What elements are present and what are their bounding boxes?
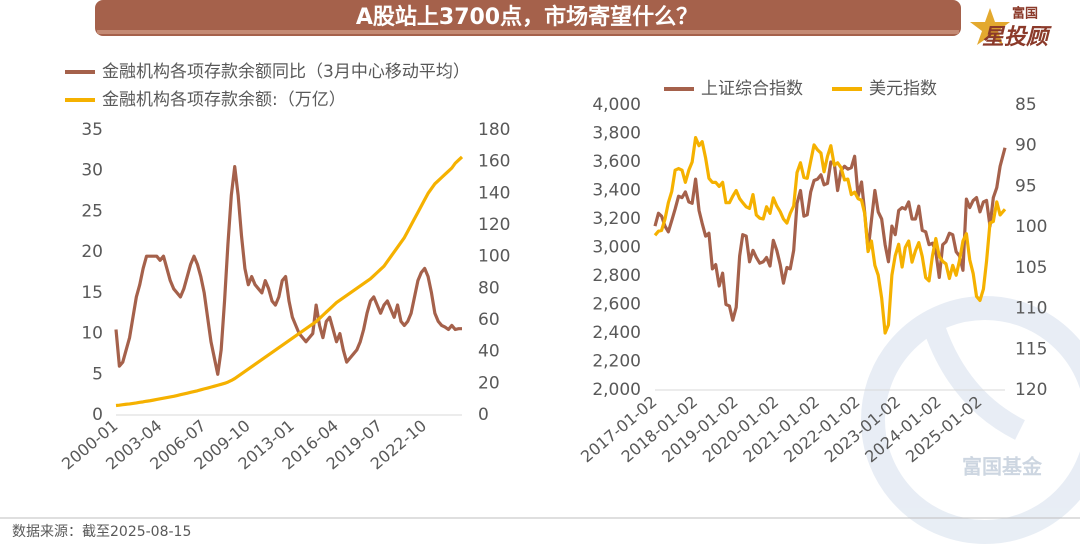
y-tick-label: 10 bbox=[81, 324, 103, 344]
brand-small: 富国 bbox=[1012, 6, 1038, 22]
y-tick-label: 20 bbox=[81, 242, 103, 262]
watermark-text: 富国基金 bbox=[962, 455, 1043, 479]
y-tick-label: 4,000 bbox=[592, 95, 641, 115]
y2-tick-label: 40 bbox=[478, 342, 500, 362]
series-line bbox=[653, 147, 1007, 322]
y-tick-label: 3,000 bbox=[592, 238, 641, 258]
page-title: A股站上3700点，市场寄望什么？ bbox=[356, 4, 698, 30]
y-tick-label: 2,400 bbox=[592, 323, 641, 343]
y-tick-label: 30 bbox=[81, 161, 103, 181]
legend-label: 金融机构各项存款余额:（万亿） bbox=[102, 90, 346, 110]
series-line bbox=[114, 165, 462, 376]
y-tick-label: 15 bbox=[81, 283, 103, 303]
y2-tick-label: 85 bbox=[1015, 95, 1037, 115]
series-line bbox=[653, 135, 1007, 335]
y2-tick-label: 80 bbox=[478, 278, 500, 298]
y-tick-label: 35 bbox=[81, 120, 103, 140]
series-line bbox=[115, 155, 464, 408]
title-banner-edge bbox=[97, 30, 959, 34]
y-tick-label: 5 bbox=[92, 364, 103, 384]
source-note: 数据来源：截至2025-08-15 bbox=[12, 524, 191, 540]
y2-tick-label: 100 bbox=[478, 247, 510, 267]
y-tick-label: 2,200 bbox=[592, 352, 641, 372]
y2-tick-label: 160 bbox=[478, 152, 510, 172]
y2-tick-label: 105 bbox=[1015, 258, 1047, 278]
y2-tick-label: 100 bbox=[1015, 217, 1047, 237]
legend-label: 金融机构各项存款余额同比（3月中心移动平均） bbox=[102, 62, 470, 82]
y2-tick-label: 90 bbox=[1015, 136, 1037, 156]
y2-tick-label: 60 bbox=[478, 310, 500, 330]
y-tick-label: 2,800 bbox=[592, 266, 641, 286]
legend-label: 上证综合指数 bbox=[701, 79, 803, 99]
legend-label: 美元指数 bbox=[869, 79, 937, 99]
y-tick-label: 25 bbox=[81, 201, 103, 221]
y2-tick-label: 115 bbox=[1015, 339, 1047, 359]
y2-tick-label: 120 bbox=[1015, 380, 1047, 400]
y2-tick-label: 95 bbox=[1015, 176, 1037, 196]
y-tick-label: 3,600 bbox=[592, 152, 641, 172]
y-tick-label: 0 bbox=[92, 405, 103, 425]
y2-tick-label: 180 bbox=[478, 120, 510, 140]
y-tick-label: 3,200 bbox=[592, 209, 641, 229]
y2-tick-label: 140 bbox=[478, 183, 510, 203]
y2-tick-label: 120 bbox=[478, 215, 510, 235]
y-tick-label: 2,600 bbox=[592, 295, 641, 315]
brand-large: 星投顾 bbox=[982, 25, 1052, 50]
y-tick-label: 3,400 bbox=[592, 181, 641, 201]
y2-tick-label: 0 bbox=[478, 405, 489, 425]
title-banner bbox=[95, 0, 961, 36]
y2-tick-label: 110 bbox=[1015, 299, 1047, 319]
watermark-ring bbox=[861, 296, 1080, 544]
y-tick-label: 2,000 bbox=[592, 380, 641, 400]
brand-star bbox=[970, 8, 1010, 45]
y2-tick-label: 20 bbox=[478, 373, 500, 393]
y-tick-label: 3,800 bbox=[592, 124, 641, 144]
